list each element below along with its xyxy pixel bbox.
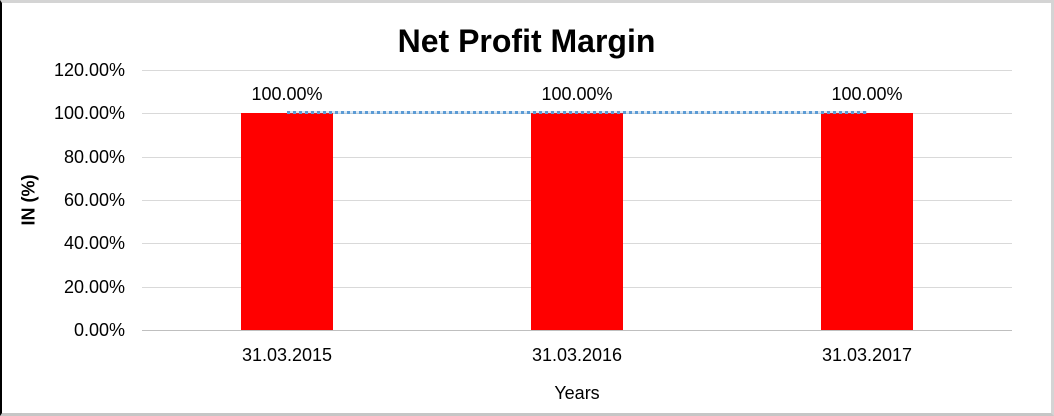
y-tick-label: 120.00% [53,60,125,80]
data-label: 100.00% [541,84,613,104]
dotted-line-series [286,111,867,115]
y-tick-label: 60.00% [63,190,125,210]
x-axis-line [142,330,1012,331]
y-tick-label: 100.00% [53,103,125,124]
gridline [142,70,1012,71]
bar-31.03.2017 [821,113,913,330]
x-tick-label: 31.03.2016 [531,345,623,365]
x-tick-label: 31.03.2017 [821,345,913,365]
bar-31.03.2015 [240,113,333,330]
y-tick-label: 0.00% [73,320,125,340]
chart-title: Net Profit Margin [397,23,656,59]
plot-area: 100.00% 100.00% 100.00% [142,70,1012,331]
y-tick-label: 20.00% [63,276,125,297]
bar-31.03.2016 [531,113,623,330]
y-tick-label: 40.00% [63,233,125,254]
data-label: 100.00% [831,84,903,104]
y-axis-tick-labels: 120.00% 100.00% 80.00% 60.00% 40.00% 20.00% 0.… [2,3,125,413]
x-axis-title: Years [554,383,600,403]
x-tick-label: 31.03.2015 [241,345,333,365]
y-tick-label: 80.00% [63,146,125,167]
x-axis-tick-labels: 31.03.2015 31.03.2016 31.03.2017 [142,344,1012,366]
data-label: 100.00% [251,84,323,104]
